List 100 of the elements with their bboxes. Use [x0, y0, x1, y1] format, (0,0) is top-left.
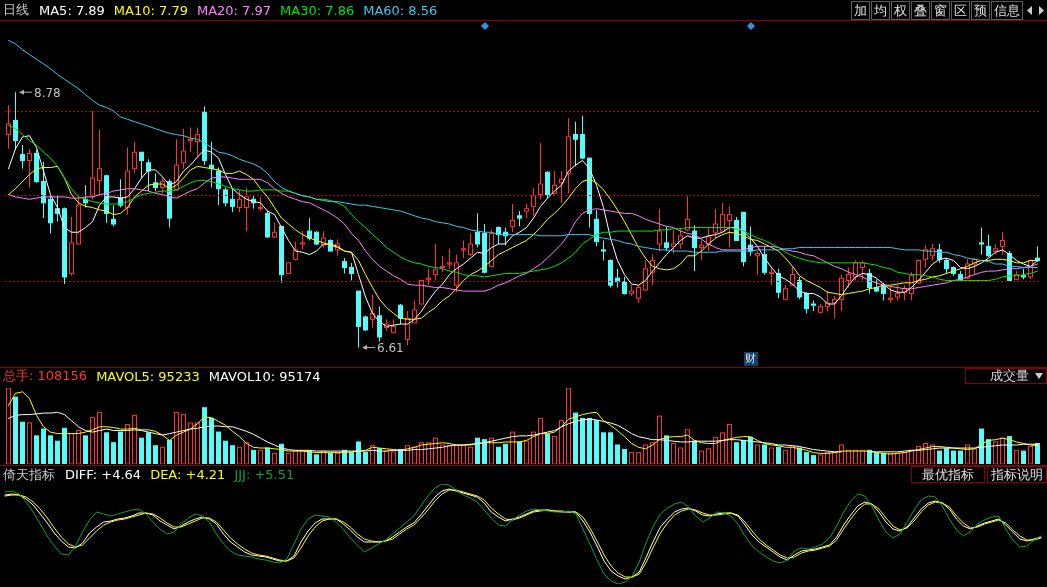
bar [384, 450, 389, 464]
bar [13, 396, 18, 464]
text: 权 [891, 1, 910, 20]
bar [34, 435, 39, 464]
bar [146, 432, 151, 464]
bar [1014, 449, 1019, 464]
bar [27, 422, 32, 464]
candlestick [69, 216, 74, 277]
bar [447, 445, 452, 464]
candlestick [370, 294, 375, 329]
bar [314, 454, 319, 464]
text: MA20: 7.97 [196, 2, 272, 18]
bar [531, 431, 536, 464]
bar [216, 431, 221, 464]
bar [594, 420, 599, 464]
chart-title: 倚天指标 [3, 465, 55, 484]
text: DIFF: +4.64 [65, 467, 142, 482]
bar [839, 444, 844, 464]
bar [804, 452, 809, 464]
bar [153, 445, 158, 464]
bar [769, 447, 774, 464]
bar [580, 417, 585, 464]
bar [811, 455, 816, 464]
bar [286, 452, 291, 464]
bar [104, 432, 109, 464]
bar [629, 452, 634, 464]
bar [160, 446, 165, 464]
text: 预 [971, 1, 990, 20]
candlestick [20, 144, 25, 170]
bar [741, 439, 746, 464]
candlestick [6, 104, 11, 150]
text: 均 [871, 1, 890, 20]
bar [244, 442, 249, 464]
bar [944, 448, 949, 464]
bar [958, 450, 963, 464]
bar [391, 451, 396, 464]
bar [587, 417, 592, 464]
candlestick [468, 232, 473, 256]
bar [979, 428, 984, 464]
bar [328, 452, 333, 464]
candlestick [573, 121, 578, 167]
text: 最优指标 [911, 466, 985, 483]
bar [937, 450, 942, 464]
text: 成交量 [990, 367, 1029, 385]
bar [489, 437, 494, 464]
bar [125, 423, 130, 464]
bar [895, 452, 900, 464]
candlestick [608, 259, 613, 289]
text: 财 [743, 352, 758, 366]
bar [468, 446, 473, 464]
text: 信息 [991, 1, 1023, 20]
bar [657, 415, 662, 464]
bar [720, 432, 725, 464]
text: MA60: 8.56 [363, 2, 438, 18]
bar [951, 450, 956, 464]
text: MAVOL10: 95174 [208, 368, 321, 384]
chart-title: 日线 [3, 1, 29, 19]
bar [398, 449, 403, 464]
bar [174, 411, 179, 464]
bar [545, 433, 550, 464]
series-label: 总手: 108156 [3, 367, 88, 385]
bar [664, 435, 669, 464]
bar [678, 447, 683, 464]
bar [552, 436, 557, 464]
bar [90, 417, 95, 464]
text: 窗 [931, 1, 950, 20]
bar [601, 432, 606, 464]
bar [251, 449, 256, 464]
bar [762, 444, 767, 464]
bar [608, 432, 613, 464]
bar [55, 440, 60, 464]
candlestick [97, 129, 102, 197]
text: MAVOL5: 95233 [96, 368, 200, 384]
bar [622, 449, 627, 464]
annotation: 6.61 [377, 340, 404, 355]
bar [776, 446, 781, 464]
bar [1035, 442, 1040, 464]
bar [454, 445, 459, 464]
bar [230, 445, 235, 464]
bar [671, 442, 676, 464]
bar [139, 437, 144, 464]
bar [650, 442, 655, 464]
text: 叠 [911, 1, 930, 20]
bar [202, 407, 207, 464]
candlestick [727, 205, 732, 249]
candlestick [755, 250, 760, 276]
bar [48, 435, 53, 464]
bar [363, 452, 368, 464]
bar [636, 452, 641, 464]
bar [559, 420, 564, 464]
bar [692, 440, 697, 464]
bar [440, 444, 445, 464]
bar [832, 452, 837, 464]
bar [83, 435, 88, 464]
bar [349, 452, 354, 464]
bar [503, 443, 508, 464]
bar [734, 442, 739, 464]
bar [699, 450, 704, 464]
bar [356, 441, 361, 464]
bar [118, 431, 123, 464]
